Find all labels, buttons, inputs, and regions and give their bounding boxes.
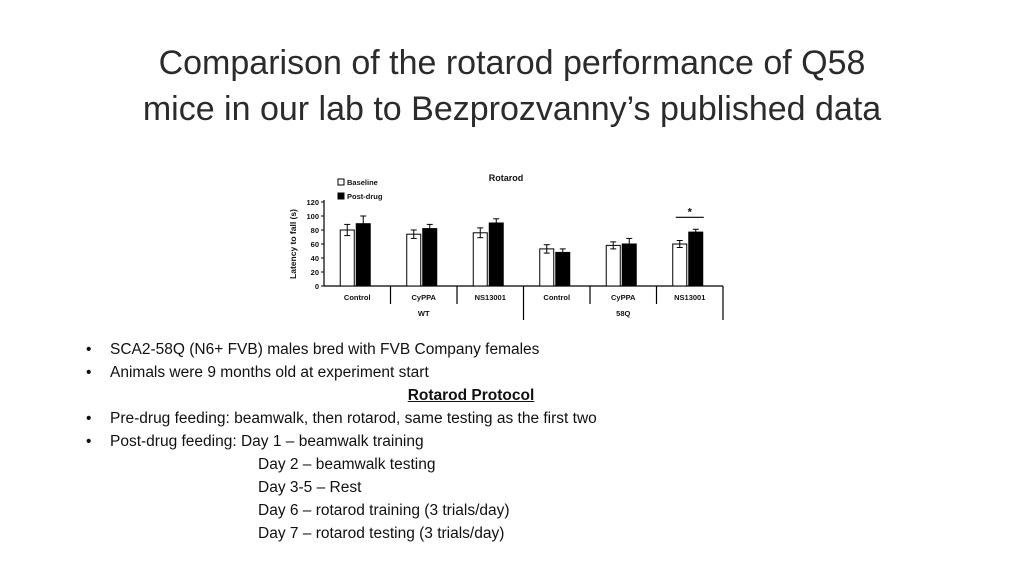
bullet-text-postdrug: Post-drug feeding: Day 1 – beamwalk trai… (110, 433, 424, 450)
bullet-dot: • (86, 364, 92, 381)
bar-baseline (406, 233, 422, 287)
bar-baseline (605, 244, 621, 287)
bullet-list: • SCA2-58Q (N6+ FVB) males bred with FVB… (86, 338, 946, 545)
x-tick-label: NS13001 (674, 293, 705, 302)
y-tick-label: 80 (311, 226, 319, 235)
x-tick-label: NS13001 (475, 293, 506, 302)
y-tick-label: 120 (306, 198, 319, 207)
x-tick-label: Control (543, 293, 570, 302)
bar-baseline (539, 248, 555, 287)
bar-postdrug (555, 251, 571, 287)
x-tick-label: CyPPA (412, 293, 437, 302)
slide-title: Comparison of the rotarod performance of… (60, 40, 964, 132)
bar-baseline (672, 243, 688, 287)
schedule-day-6: Day 6 – rotarod training (3 trials/day) (258, 502, 510, 519)
bar-postdrug (355, 223, 371, 287)
chart-title: Rotarod (489, 173, 524, 183)
schedule-day-2: Day 2 – beamwalk testing (258, 456, 436, 473)
title-line-2: mice in our lab to Bezprozvanny’s publis… (142, 90, 882, 128)
bar-postdrug (422, 228, 438, 287)
y-tick-label: 100 (306, 212, 319, 221)
significance-star: * (688, 206, 693, 218)
rotarod-chart: Rotarod Latency to fall (s) 0 20 40 60 80 100 12… (288, 173, 724, 320)
bar-postdrug (621, 243, 637, 287)
legend-swatch (337, 192, 345, 200)
schedule-day-7: Day 7 – rotarod testing (3 trials/day) (258, 525, 505, 542)
bullet-item: • Animals were 9 months old at experimen… (86, 361, 946, 384)
bullet-item: • Post-drug feeding: Day 1 – beamwalk tr… (86, 430, 946, 453)
title-line-1: Comparison of the rotarod performance of… (158, 44, 866, 82)
bullet-text-predrug: Pre-drug feeding: beamwalk, then rotarod… (110, 410, 597, 427)
x-tick-label: CyPPA (611, 293, 636, 302)
bullet-text-age: Animals were 9 months old at experiment … (110, 364, 429, 381)
y-axis-label: Latency to fall (s) (288, 209, 298, 279)
bullet-item: • SCA2-58Q (N6+ FVB) males bred with FVB… (86, 338, 946, 361)
bar-postdrug (488, 222, 504, 287)
y-tick-label: 40 (311, 254, 319, 263)
group-label: 58Q (616, 309, 630, 318)
legend-label: Baseline (347, 178, 378, 187)
bullet-item: • Pre-drug feeding: beamwalk, then rotar… (86, 407, 946, 430)
group-label: WT (418, 309, 430, 318)
bullet-text-breeding: SCA2-58Q (N6+ FVB) males bred with FVB C… (110, 341, 540, 358)
x-tick-label: Control (344, 293, 371, 302)
y-tick-label: 0 (315, 282, 319, 291)
bar-baseline (472, 232, 488, 287)
legend-swatch (337, 178, 345, 186)
bullet-dot: • (86, 433, 92, 450)
y-tick-label: 60 (311, 240, 319, 249)
bullet-dot: • (86, 341, 92, 358)
y-tick-label: 20 (311, 268, 319, 277)
protocol-heading: Rotarod Protocol (407, 387, 535, 404)
bullet-dot: • (86, 410, 92, 427)
bar-baseline (339, 229, 355, 287)
schedule-day-3-5: Day 3-5 – Rest (258, 479, 362, 496)
bar-postdrug (688, 231, 704, 287)
legend-label: Post-drug (347, 192, 383, 201)
